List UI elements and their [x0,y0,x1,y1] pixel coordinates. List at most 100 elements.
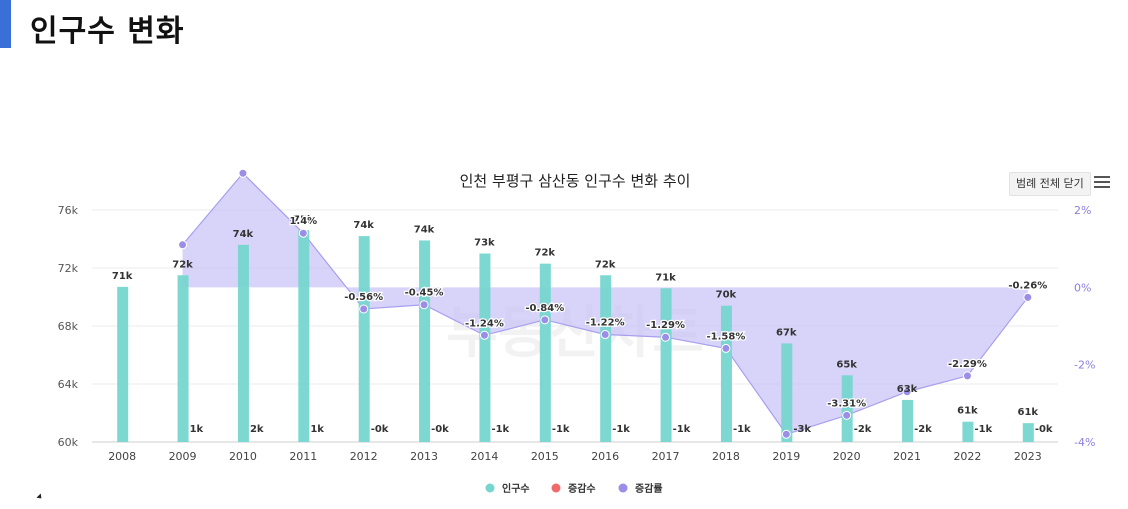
y-left-tick-label: 72k [58,262,79,275]
chart-title: 인천 부평구 삼산동 인구수 변화 추이 [460,172,691,190]
rate-value-label: -1.58% [707,331,746,342]
change-value-label: -1k [733,424,751,435]
population-bar [841,375,853,442]
rate-value-label: -0.56% [344,292,383,303]
population-bar [902,399,914,442]
y-left-tick-label: 60k [58,436,79,449]
legend-item-label: 증감수 [568,483,596,495]
y-left-tick-label: 64k [58,378,79,391]
population-value-label: 73k [474,238,495,249]
y-left-tick-label: 76k [58,204,79,217]
population-value-label: 74k [233,229,254,240]
legend-item-label: 인구수 [502,482,530,495]
legend-marker [551,483,561,493]
rate-value-label: -1.22% [586,318,625,329]
rate-value-label: -1.24% [465,318,504,329]
legend-marker [618,483,628,493]
population-value-label: 72k [595,259,616,270]
x-tick-label: 2018 [712,450,740,463]
change-value-label: -0k [431,424,449,435]
population-value-label: 74k [414,224,435,235]
population-value-label: 63k [897,384,918,395]
change-value-label: -1k [974,424,992,435]
rate-point [962,371,972,381]
x-tick-label: 2020 [833,450,861,463]
rate-point [359,304,369,314]
population-value-label: 74k [353,220,374,231]
rate-value-label: -0.26% [1008,280,1047,291]
rate-point [419,300,429,310]
population-value-label: 75k [293,214,314,225]
rate-value-label: -3.31% [827,398,866,409]
rate-point [842,410,852,420]
title-accent-bar [0,0,11,48]
rate-value-label: -0.84% [525,303,564,314]
population-bar [358,236,370,442]
x-tick-label: 2017 [652,450,680,463]
population-bar [781,343,793,442]
population-bar [419,240,431,442]
population-value-label: 61k [1018,407,1039,418]
page-title: 인구수 변화 [30,14,185,49]
rate-point [721,343,731,353]
rate-point [298,228,308,238]
x-tick-label: 2012 [350,450,378,463]
population-bar [479,253,491,442]
watermark: 부동산차트 [446,301,704,366]
rate-point [479,330,489,340]
y-right-tick-label: 0% [1074,281,1091,294]
change-value-label: -3k [793,424,811,435]
population-value-label: 65k [836,359,857,370]
x-tick-label: 2010 [229,450,257,463]
change-value-label: 2k [250,424,264,435]
y-left-tick-label: 68k [58,320,79,333]
rate-value-label: 1.4% [289,216,317,227]
mouse-cursor-icon [36,493,44,501]
population-value-label: 71k [112,271,133,282]
x-tick-label: 2021 [893,450,921,463]
change-value-label: -1k [491,424,509,435]
menu-icon[interactable] [1094,176,1110,190]
rate-line [182,172,1029,435]
change-value-label: -0k [371,424,389,435]
x-tick-label: 2019 [772,450,800,463]
change-value-label: -2k [914,424,932,435]
x-tick-label: 2023 [1014,450,1042,463]
population-bar [298,230,310,442]
population-bar [237,244,249,442]
legend-item-label: 증감률 [635,483,663,495]
rate-value-label: -2.29% [948,359,987,370]
change-value-label: -1k [552,424,570,435]
change-value-label: -2k [854,424,872,435]
rate-value-label: -1.29% [646,320,685,331]
x-tick-label: 2008 [108,450,136,463]
population-value-label: 70k [716,290,737,301]
change-value-label: -0k [1035,424,1053,435]
population-value-label: 67k [776,327,797,338]
legend-toggle-button[interactable]: 범례 전체 닫기 [1009,172,1091,196]
rate-point [902,387,912,397]
population-bar [117,286,129,442]
legend-marker [485,483,495,493]
change-value-label: 1k [190,424,204,435]
population-bar [539,263,551,442]
population-value-label: 72k [172,259,193,270]
change-value-label: -1k [673,424,691,435]
population-value-label: 72k [535,248,556,259]
y-right-tick-label: -2% [1074,359,1095,372]
population-bar [600,275,612,442]
change-value-label: -1k [612,424,630,435]
x-tick-label: 2014 [470,450,498,463]
rate-area [182,173,1028,435]
y-right-tick-label: -4% [1074,436,1095,449]
rate-point [661,332,671,342]
x-tick-label: 2022 [953,450,981,463]
rate-point [600,330,610,340]
rate-point [238,168,248,178]
rate-value-label: -0.45% [405,288,444,299]
rate-point [178,240,188,250]
population-value-label: 71k [655,272,676,283]
population-bar [720,305,732,442]
rate-point [1023,292,1033,302]
